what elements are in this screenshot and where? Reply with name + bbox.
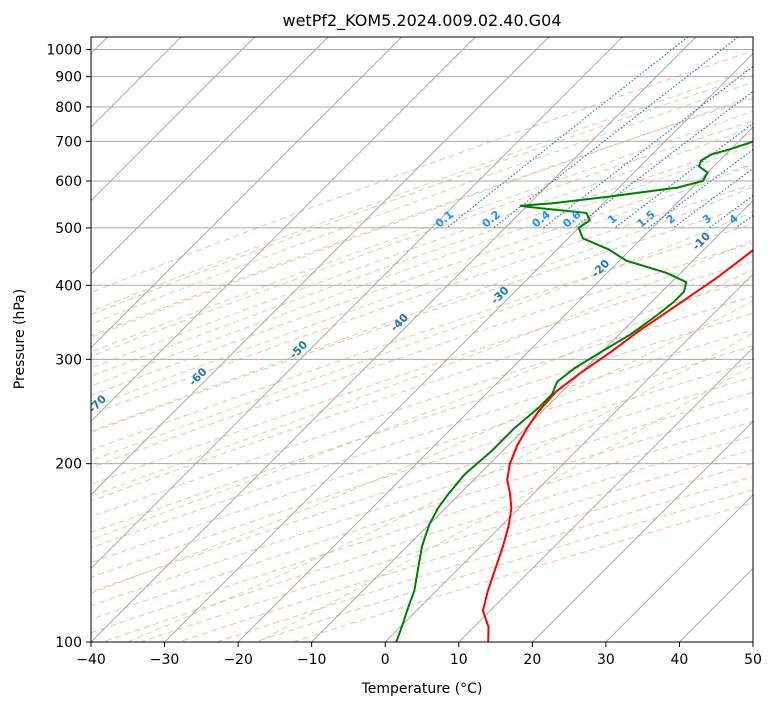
moist-adiabat xyxy=(91,68,753,312)
y-tick-label: 900 xyxy=(55,70,82,86)
moist-adiabat xyxy=(91,164,753,408)
moist-adiabat xyxy=(91,186,753,432)
isotherm-line xyxy=(237,126,753,642)
y-tick-label: 400 xyxy=(55,278,82,294)
moist-adiabat xyxy=(91,95,753,339)
x-tick-label: −30 xyxy=(150,652,180,668)
moist-adiabat xyxy=(257,364,753,642)
isotherm-line xyxy=(91,37,476,423)
x-tick-label: −40 xyxy=(76,652,106,668)
y-tick-label: 300 xyxy=(55,352,82,368)
dry-adiabat xyxy=(91,242,753,469)
dry-adiabat xyxy=(91,74,753,316)
moist-adiabat xyxy=(127,332,753,642)
isotherm-line xyxy=(91,37,550,496)
dewpoint-profile xyxy=(395,140,753,642)
isotherm-line xyxy=(91,37,623,570)
chart-title: wetPf2_KOM5.2024.009.02.40.G04 xyxy=(282,11,561,31)
dry-adiabat xyxy=(91,183,753,415)
x-axis-title: Temperature (°C) xyxy=(361,681,483,697)
x-tick-label: 40 xyxy=(671,652,689,668)
mixing-ratio-line xyxy=(614,122,753,229)
isotherm-line xyxy=(384,273,753,642)
mixing-ratio-line xyxy=(446,37,689,229)
y-axis-title: Pressure (hPa) xyxy=(12,289,28,389)
moist-adiabat xyxy=(91,239,753,497)
x-tick-label: 30 xyxy=(597,652,615,668)
dry-adiabat xyxy=(91,329,753,549)
y-tick-label: 200 xyxy=(55,457,82,473)
isotherm-line xyxy=(605,494,753,642)
y-tick-label: 600 xyxy=(55,174,82,190)
moist-adiabat xyxy=(91,144,753,387)
isotherm-line xyxy=(458,347,753,642)
y-tick-label: 1000 xyxy=(46,43,82,59)
moist-adiabat xyxy=(91,269,753,541)
isotherm-line xyxy=(164,52,753,642)
x-tick-label: 20 xyxy=(523,652,541,668)
dry-adiabat xyxy=(91,278,753,502)
isotherm-line xyxy=(311,199,753,642)
y-tick-label: 500 xyxy=(55,221,82,237)
x-tick-label: 10 xyxy=(450,652,468,668)
x-tick-label: 50 xyxy=(744,652,762,668)
isotherm-line xyxy=(91,37,256,202)
y-tick-label: 100 xyxy=(55,635,82,651)
dry-adiabat xyxy=(91,223,753,451)
y-tick-label: 800 xyxy=(55,100,82,116)
dry-adiabat xyxy=(91,163,753,397)
isotherm-line xyxy=(91,37,329,275)
moist-adiabat xyxy=(91,81,753,325)
x-tick-label: −20 xyxy=(223,652,253,668)
x-tick-label: −10 xyxy=(297,652,327,668)
mixing-ratio-line xyxy=(543,65,753,229)
temperature-profile xyxy=(481,248,753,642)
isotherm-line xyxy=(531,420,753,642)
dry-adiabat xyxy=(91,376,753,593)
dry-adiabat xyxy=(91,120,753,357)
dry-adiabat xyxy=(91,97,753,337)
dry-adiabat xyxy=(91,142,753,377)
plot-frame xyxy=(90,36,754,643)
moist-adiabat xyxy=(91,110,753,353)
x-tick-label: 0 xyxy=(381,652,390,668)
mixing-ratio-line xyxy=(493,37,739,229)
isotherm-line xyxy=(91,37,403,349)
y-tick-label: 700 xyxy=(55,134,82,150)
mixing-ratio-line xyxy=(672,167,753,229)
dry-adiabat xyxy=(91,50,753,294)
